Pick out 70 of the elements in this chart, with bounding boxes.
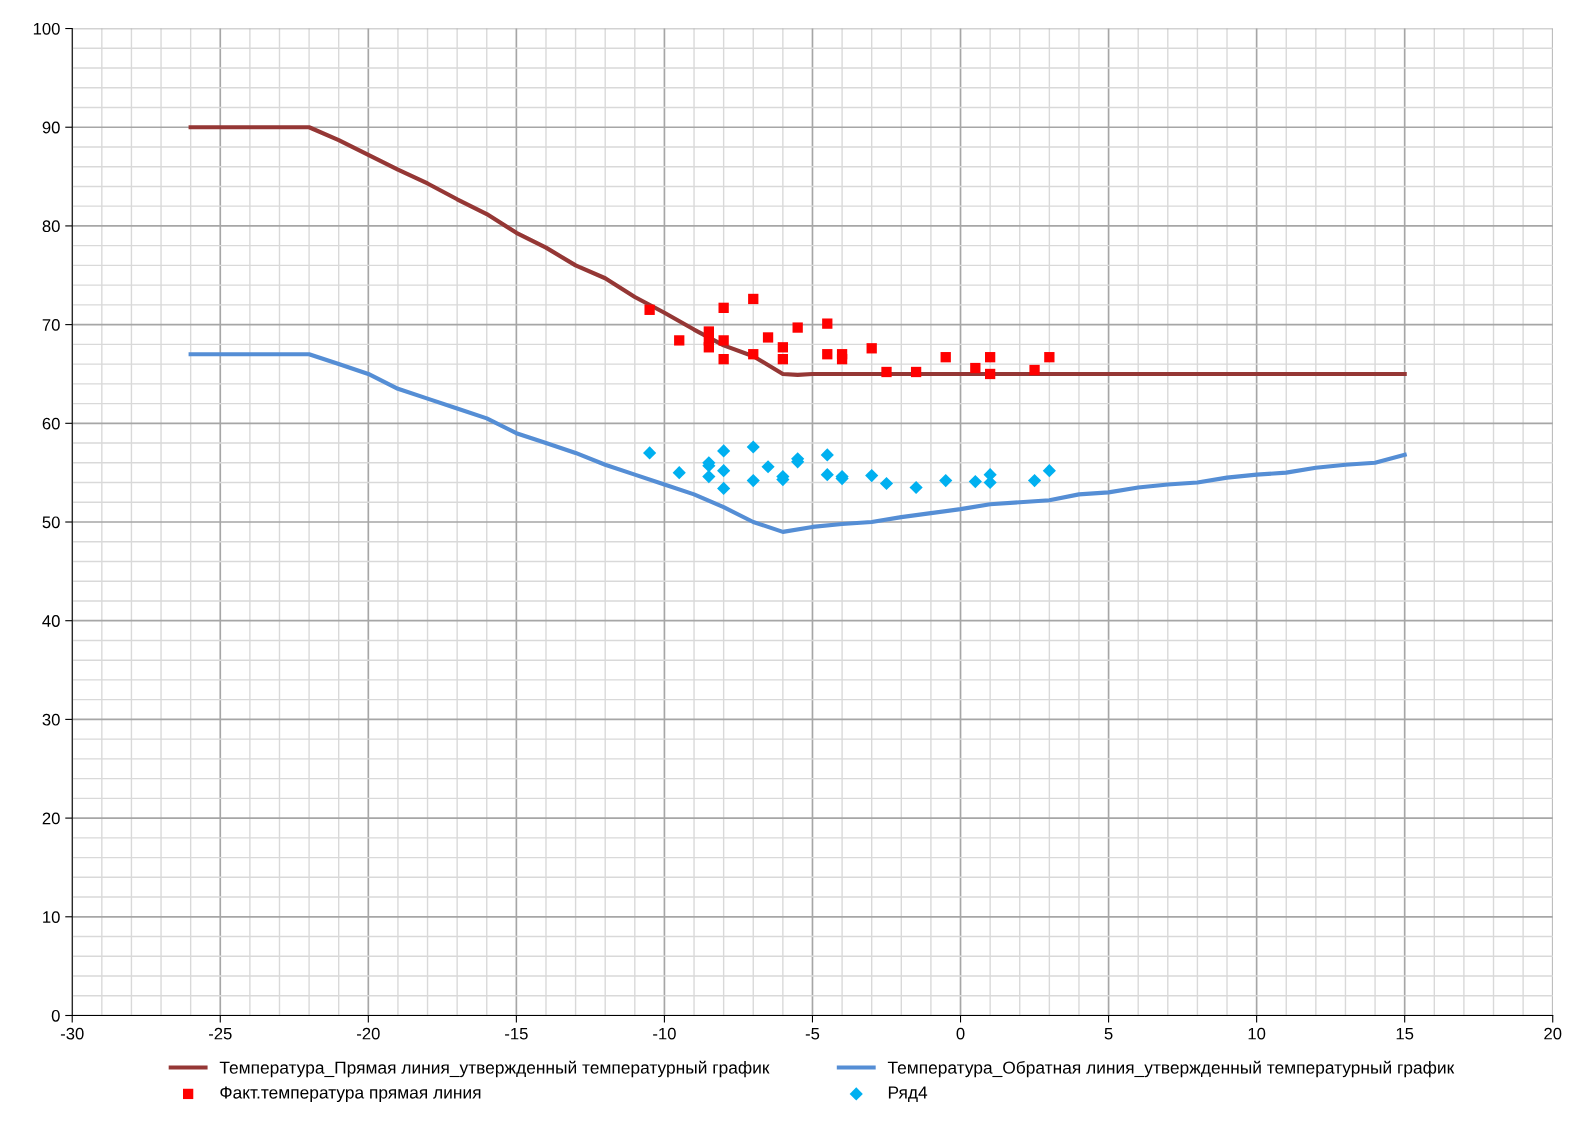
x-tick-label: -25: [208, 1027, 232, 1040]
point: [909, 480, 923, 495]
point: [940, 352, 951, 363]
point: [717, 444, 731, 458]
legend-label: Температура_Обратная линия_утвержденный температурный график: [887, 1060, 1455, 1078]
point: [777, 354, 789, 365]
point: [970, 362, 981, 374]
x-tick-label: -15: [505, 1027, 528, 1040]
point: [703, 342, 714, 353]
x-tick-label: 0: [956, 1027, 965, 1040]
point: [674, 335, 685, 346]
point: [1042, 464, 1056, 478]
point: [717, 481, 731, 496]
point: [866, 343, 877, 354]
line-series: [188, 352, 1407, 534]
point: [822, 318, 833, 329]
point: [984, 352, 996, 363]
y-tick-label: 60: [42, 417, 60, 430]
x-tick-label: -10: [653, 1027, 676, 1040]
point: [822, 349, 833, 360]
point: [718, 302, 729, 313]
point: [1044, 352, 1055, 363]
point: [1029, 364, 1040, 376]
point: [748, 349, 759, 360]
point: [718, 354, 729, 365]
y-tick-label: 90: [42, 121, 60, 134]
point: [879, 476, 894, 491]
y-tick-label: 50: [42, 516, 60, 529]
y-tick-label: 70: [42, 319, 60, 331]
y-tick-label: 10: [43, 911, 60, 923]
y-tick-label: 30: [42, 713, 60, 726]
y-tick-label: 0: [51, 1009, 60, 1022]
point: [939, 473, 953, 488]
x-tick-label: 5: [1104, 1027, 1113, 1040]
point: [672, 466, 686, 480]
x-tick-label: -5: [805, 1027, 820, 1040]
point: [761, 460, 775, 474]
x-tick-label: 15: [1396, 1027, 1414, 1040]
x-tick-label: -20: [357, 1027, 380, 1040]
point: [746, 473, 760, 488]
y-tick-label: 40: [42, 615, 60, 627]
point: [968, 474, 982, 489]
y-tick-label: 80: [42, 220, 60, 233]
y-tick-label: 20: [42, 812, 60, 825]
legend-label: Температура_Прямая линия_утвержденный температурный график: [219, 1060, 770, 1078]
y-tick-label: 100: [33, 22, 60, 35]
point: [643, 446, 657, 460]
point: [762, 332, 774, 343]
point: [746, 440, 760, 454]
point: [836, 354, 848, 365]
point: [717, 464, 731, 478]
point: [702, 470, 716, 484]
point: [820, 468, 834, 482]
point: [984, 368, 996, 380]
point: [881, 366, 892, 378]
point: [644, 304, 655, 315]
line-series: [188, 125, 1407, 378]
point: [792, 322, 803, 333]
point: [718, 335, 729, 346]
point: [1027, 473, 1042, 488]
point: [820, 448, 834, 462]
x-tick-label: 10: [1248, 1027, 1266, 1040]
point: [910, 366, 922, 378]
legend-label: Факт.температура прямая линия: [220, 1086, 481, 1103]
legend-label: Ряд4: [888, 1086, 928, 1102]
point: [748, 293, 759, 305]
point: [777, 342, 789, 353]
x-tick-label: 20: [1544, 1027, 1562, 1040]
x-tick-label: -30: [60, 1027, 84, 1040]
point: [865, 469, 879, 483]
